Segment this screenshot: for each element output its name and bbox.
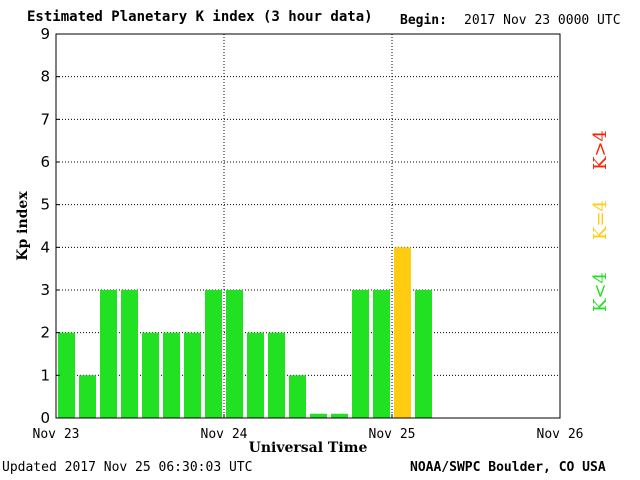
kp-bar [247,332,264,418]
y-tick-label: 1 [40,366,50,384]
kp-bar [268,332,285,418]
kp-bar [331,413,348,418]
kp-bar [310,413,327,418]
begin-value: 2017 Nov 23 0000 UTC [464,13,621,28]
y-tick-label: 4 [40,238,50,256]
kp-bar [289,375,306,418]
y-axis-label: Kp index [15,191,31,261]
footer-updated: Updated 2017 Nov 25 06:30:03 UTC [2,460,253,475]
kp-bar [352,290,369,418]
y-tick-label: 9 [40,25,50,43]
y-tick-label: 2 [40,324,50,342]
kp-bar [100,290,117,418]
y-tick-label: 6 [40,153,50,171]
kp-bar [415,290,432,418]
kp-bar [142,332,159,418]
y-tick-label: 0 [40,409,50,427]
y-tick-label: 3 [40,281,50,299]
kp-bar [79,375,96,418]
kp-bar [163,332,180,418]
x-tick-label: Nov 23 [33,427,80,442]
legend-k-below-4: K<4 [590,272,611,312]
y-tick-label: 8 [40,68,50,86]
x-axis-label: Universal Time [249,440,368,456]
legend-k-above-4: K>4 [590,130,611,170]
kp-bar [373,290,390,418]
x-tick-label: Nov 24 [201,427,248,442]
x-tick-label: Nov 25 [369,427,416,442]
x-tick-label: Nov 26 [537,427,584,442]
begin-label: Begin: [400,13,447,28]
legend-k-equal-4: K=4 [590,200,611,240]
kp-bar [205,290,222,418]
kp-bar [394,247,411,418]
kp-bar [184,332,201,418]
kp-bar [226,290,243,418]
kp-bar [58,332,75,418]
y-tick-label: 7 [40,110,50,128]
chart-title: Estimated Planetary K index (3 hour data… [27,9,373,25]
footer-credit: NOAA/SWPC Boulder, CO USA [410,460,606,475]
plot-frame [55,33,561,419]
y-tick-label: 5 [40,196,50,214]
kp-bar [121,290,138,418]
